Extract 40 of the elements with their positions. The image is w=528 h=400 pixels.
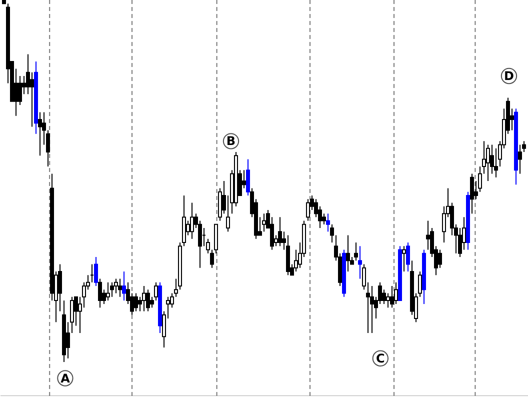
candlestick	[98, 278, 102, 308]
candlestick	[110, 282, 114, 298]
candlestick	[262, 213, 266, 232]
candlestick	[94, 256, 98, 286]
candlestick	[30, 72, 34, 128]
candlestick	[354, 242, 358, 262]
annotation: D	[504, 69, 514, 84]
candlestick	[142, 285, 146, 312]
candlestick	[402, 246, 406, 272]
candlestick	[470, 173, 474, 214]
candlestick	[190, 202, 194, 240]
candlestick	[386, 292, 390, 308]
candlestick	[438, 249, 442, 268]
candlestick	[358, 246, 362, 280]
candlestick	[106, 282, 110, 301]
candlestick	[118, 278, 122, 298]
candlestick	[486, 144, 490, 182]
annotation: C	[376, 351, 386, 366]
candlestick	[426, 220, 430, 250]
candlestick	[322, 213, 326, 225]
candlestick	[394, 282, 398, 305]
candlestick	[270, 216, 274, 250]
text: A	[60, 371, 71, 386]
candlestick	[370, 285, 374, 334]
candlestick	[122, 270, 126, 301]
candlestick	[146, 289, 150, 312]
candlestick	[406, 242, 410, 272]
candlestick	[518, 144, 522, 174]
candlestick	[346, 234, 350, 272]
candlestick	[278, 216, 282, 247]
candlestick	[306, 198, 310, 222]
candlestick	[382, 289, 386, 305]
candlestick	[134, 292, 138, 312]
candlestick	[18, 76, 22, 106]
candlestick	[38, 112, 42, 156]
candlestick	[114, 278, 118, 294]
candlestick	[390, 285, 394, 308]
candlestick	[246, 158, 250, 196]
candlestick	[326, 213, 330, 232]
annotation: B	[226, 134, 236, 148]
